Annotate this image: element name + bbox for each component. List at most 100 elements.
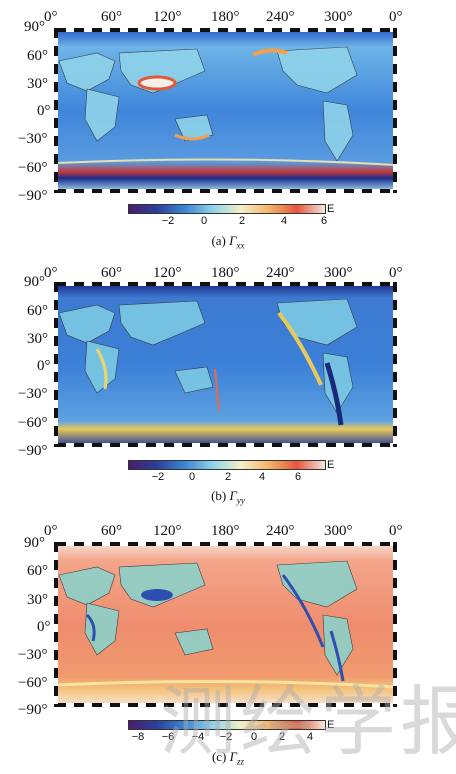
lat-tick: 30° <box>27 76 48 92</box>
lon-tick: 0° <box>44 9 58 25</box>
map-gyy-svg <box>57 285 395 445</box>
watermark: 测绘学报 <box>160 677 456 766</box>
lat-tick: −60° <box>18 415 48 431</box>
colorbar-tick: −2 <box>219 731 233 743</box>
caption-subscript: yy <box>236 495 245 506</box>
colorbar-ticks: −2 0 2 4 6 <box>128 471 328 485</box>
colorbar-tick: 4 <box>306 731 314 743</box>
map-frame-left <box>54 282 58 447</box>
caption-prefix: (b) <box>211 488 227 503</box>
colorbar-tick: −2 <box>151 471 165 483</box>
lat-tick: 30° <box>27 331 48 347</box>
colorbar-tick: −6 <box>161 731 175 743</box>
colorbar-tick: 2 <box>238 215 246 227</box>
lat-tick: −30° <box>18 647 48 663</box>
colorbar-tick: −2 <box>161 215 175 227</box>
map-gxx-svg <box>57 31 395 191</box>
caption-prefix: (a) <box>211 233 226 248</box>
lat-tick: −90° <box>18 443 48 459</box>
map-frame-top <box>56 28 396 32</box>
colorbar-ticks: −2 0 2 4 6 <box>128 215 328 229</box>
lon-tick: 240° <box>266 523 295 539</box>
caption-symbol: Γ <box>229 749 238 764</box>
lat-tick: −90° <box>18 702 48 718</box>
colorbar-ticks: −8 −6 −4 −2 0 2 4 <box>128 731 328 745</box>
colorbar-unit: E <box>327 203 335 215</box>
lon-tick: 60° <box>101 265 122 281</box>
caption-symbol: Γ <box>229 233 237 248</box>
lon-tick: 0° <box>44 523 58 539</box>
colorbar-tick: 4 <box>258 471 266 483</box>
colorbar-unit: E <box>327 719 335 731</box>
lat-tick: 90° <box>24 535 45 551</box>
lon-tick: 0° <box>389 265 403 281</box>
lon-tick: 120° <box>153 523 182 539</box>
colorbar-tick: −4 <box>191 731 205 743</box>
colorbar-tick: 0 <box>188 471 196 483</box>
lon-tick: 240° <box>266 265 295 281</box>
caption-symbol: Γ <box>229 488 237 503</box>
lat-tick: 0° <box>37 103 51 119</box>
colorbar-tick: 2 <box>278 731 286 743</box>
lon-tick: 0° <box>389 523 403 539</box>
map-frame-right <box>393 542 397 707</box>
caption-gxx: (a) Γxx <box>0 233 456 251</box>
lon-tick: 120° <box>153 265 182 281</box>
lon-tick: 180° <box>211 9 240 25</box>
lat-tick: −60° <box>18 160 48 176</box>
colorbar-tick: 2 <box>224 471 232 483</box>
lon-tick: 240° <box>266 9 295 25</box>
colorbar-unit: E <box>327 459 335 471</box>
map-frame-bottom <box>56 189 396 193</box>
lat-tick: −30° <box>18 131 48 147</box>
caption-subscript: zz <box>237 756 245 767</box>
caption-gzz: (c) Γzz <box>0 749 456 767</box>
lat-tick: −30° <box>18 386 48 402</box>
gravity-gradient-map-gxx <box>56 30 396 192</box>
lon-tick: 180° <box>211 523 240 539</box>
lat-tick: 90° <box>24 19 45 35</box>
caption-gyy: (b) Γyy <box>0 488 456 506</box>
panel-gyy: 0° 60° 120° 180° 240° 300° 0° 90° 60° 30… <box>0 258 456 516</box>
colorbar <box>128 204 326 214</box>
colorbar <box>128 460 326 470</box>
lon-tick: 60° <box>101 9 122 25</box>
colorbar-tick: 0 <box>250 731 258 743</box>
lat-tick: 0° <box>37 358 51 374</box>
map-frame-left <box>54 28 58 193</box>
lon-tick: 0° <box>389 9 403 25</box>
panel-gxx: 0° 60° 120° 180° 240° 300° 0° 90° 60° 30… <box>0 0 456 258</box>
lat-tick: 60° <box>27 303 48 319</box>
caption-subscript: xx <box>236 240 245 251</box>
map-gzz-svg <box>57 545 395 705</box>
lat-tick: 0° <box>37 619 51 635</box>
map-frame-top <box>56 282 396 286</box>
map-frame-bottom <box>56 443 396 447</box>
colorbar-tick: −8 <box>131 731 145 743</box>
colorbar-tick: 6 <box>320 215 328 227</box>
lon-tick: 300° <box>324 9 353 25</box>
map-frame-left <box>54 542 58 707</box>
gravity-gradient-map-gzz <box>56 544 396 706</box>
lon-tick: 300° <box>324 265 353 281</box>
lat-tick: 90° <box>24 274 45 290</box>
map-frame-top <box>56 542 396 546</box>
lat-tick: 30° <box>27 592 48 608</box>
colorbar <box>128 720 326 730</box>
map-frame-right <box>393 28 397 193</box>
colorbar-tick: 0 <box>200 215 208 227</box>
lon-tick: 300° <box>324 523 353 539</box>
colorbar-tick: 4 <box>280 215 288 227</box>
gravity-gradient-map-gyy <box>56 284 396 446</box>
map-frame-right <box>393 282 397 447</box>
lon-tick: 0° <box>44 265 58 281</box>
lat-tick: 60° <box>27 563 48 579</box>
colorbar-tick: 6 <box>294 471 302 483</box>
map-frame-bottom <box>56 703 396 707</box>
caption-prefix: (c) <box>211 749 227 764</box>
panel-gzz: 0° 60° 120° 180° 240° 300° 0° 90° 60° 30… <box>0 516 456 774</box>
lat-tick: −60° <box>18 675 48 691</box>
lat-tick: −90° <box>18 188 48 204</box>
lon-tick: 180° <box>211 265 240 281</box>
lat-tick: 60° <box>27 48 48 64</box>
